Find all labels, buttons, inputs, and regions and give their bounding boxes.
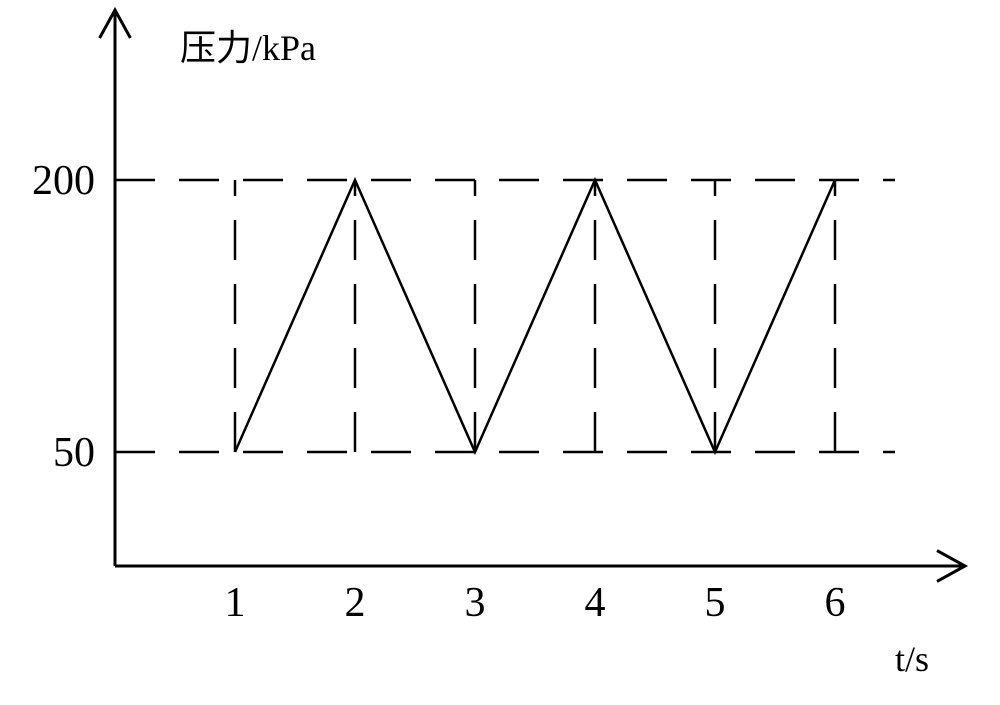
y-tick-50: 50 xyxy=(53,430,95,476)
x-tick-1: 1 xyxy=(225,580,246,626)
data-series xyxy=(235,180,835,452)
x-tick-3: 3 xyxy=(465,580,486,626)
y-tick-200: 200 xyxy=(32,158,95,204)
x-tick-6: 6 xyxy=(825,580,846,626)
x-tick-2: 2 xyxy=(345,580,366,626)
x-axis-label: t/s xyxy=(895,639,929,679)
x-tick-5: 5 xyxy=(705,580,726,626)
pressure-time-chart: 1 2 3 4 5 6 50 200 压力/kPa t/s xyxy=(0,0,1000,705)
x-tick-4: 4 xyxy=(585,580,606,626)
y-axis-label: 压力/kPa xyxy=(180,28,316,68)
